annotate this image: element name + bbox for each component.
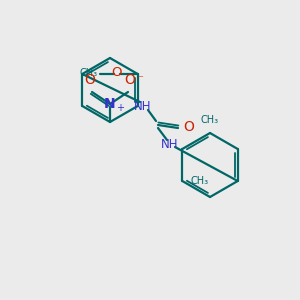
Text: O: O [124,73,135,87]
Text: CH₃: CH₃ [190,176,208,186]
Text: O: O [85,73,95,87]
Text: ⁻: ⁻ [137,74,143,84]
Text: CH₃: CH₃ [80,68,98,78]
Text: NH: NH [161,139,179,152]
Text: CH₃: CH₃ [201,115,219,125]
Text: O: O [183,120,194,134]
Text: N: N [104,97,116,111]
Text: +: + [116,103,124,113]
Text: NH: NH [134,100,152,113]
Text: O: O [112,67,122,80]
